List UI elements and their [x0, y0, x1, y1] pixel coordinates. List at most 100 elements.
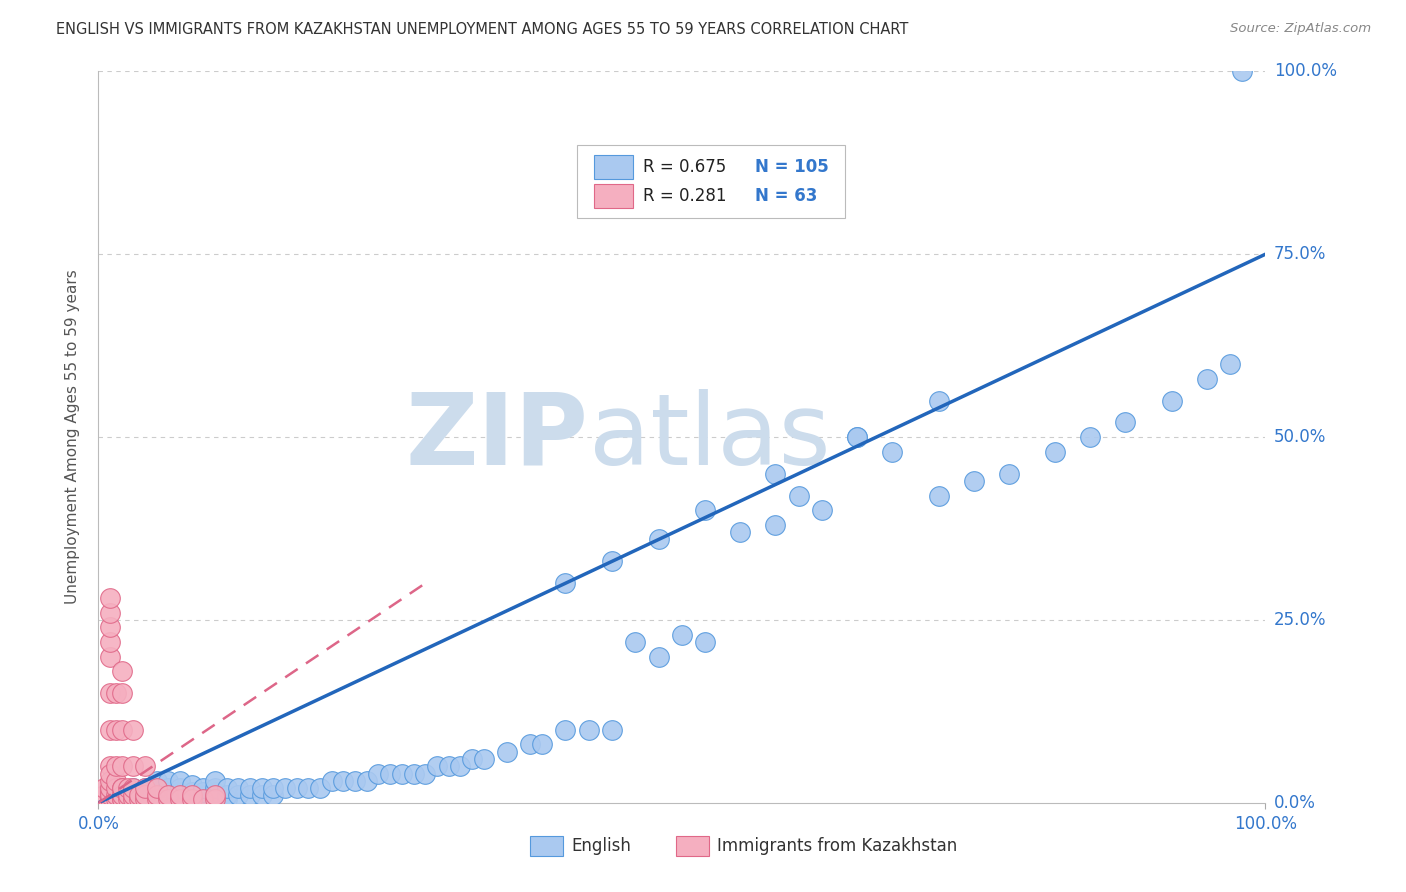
Point — [146, 781, 169, 796]
Point — [274, 781, 297, 796]
Point — [204, 792, 226, 806]
Point — [1195, 371, 1218, 385]
Point — [193, 781, 215, 796]
Point — [157, 789, 180, 803]
Point — [98, 773, 121, 788]
Point — [578, 723, 600, 737]
Point — [122, 781, 145, 796]
Text: 100.0%: 100.0% — [1274, 62, 1337, 80]
Point — [117, 792, 139, 806]
Point — [239, 789, 262, 803]
Point — [111, 723, 134, 737]
Point — [122, 723, 145, 737]
Text: Immigrants from Kazakhstan: Immigrants from Kazakhstan — [717, 837, 957, 855]
Point — [169, 792, 191, 806]
Point — [228, 789, 250, 803]
Point — [215, 789, 238, 803]
Point — [117, 781, 139, 796]
Point — [962, 474, 984, 488]
Point — [146, 789, 169, 803]
Point — [157, 789, 180, 803]
Point — [146, 792, 169, 806]
Point — [98, 789, 121, 803]
Point — [134, 781, 156, 796]
Point — [671, 627, 693, 641]
Point — [519, 737, 541, 751]
Point — [461, 752, 484, 766]
Point — [104, 792, 127, 806]
Point — [380, 766, 402, 780]
Point — [98, 789, 121, 803]
Point — [695, 503, 717, 517]
Point — [554, 723, 576, 737]
Point — [180, 792, 202, 806]
Point — [98, 649, 121, 664]
Point — [204, 773, 226, 788]
Point — [332, 773, 354, 788]
Point — [554, 576, 576, 591]
FancyBboxPatch shape — [676, 836, 709, 856]
Point — [93, 781, 115, 796]
Point — [647, 649, 669, 664]
Point — [146, 792, 169, 806]
Point — [228, 781, 250, 796]
Text: R = 0.281: R = 0.281 — [644, 187, 727, 205]
Point — [180, 785, 202, 799]
Point — [695, 635, 717, 649]
Point — [180, 789, 202, 803]
Point — [128, 789, 150, 803]
Point — [204, 792, 226, 806]
Text: N = 105: N = 105 — [755, 158, 830, 177]
Point — [122, 789, 145, 803]
Point — [98, 781, 121, 796]
Point — [98, 792, 121, 806]
Point — [356, 773, 378, 788]
Point — [472, 752, 495, 766]
Point — [928, 393, 950, 408]
Point — [122, 781, 145, 796]
Point — [128, 792, 150, 806]
Point — [111, 686, 134, 700]
Point — [134, 789, 156, 803]
Point — [391, 766, 413, 780]
Point — [98, 792, 121, 806]
Point — [98, 606, 121, 620]
Point — [98, 620, 121, 634]
Point — [104, 781, 127, 796]
Point — [846, 430, 869, 444]
Text: ENGLISH VS IMMIGRANTS FROM KAZAKHSTAN UNEMPLOYMENT AMONG AGES 55 TO 59 YEARS COR: ENGLISH VS IMMIGRANTS FROM KAZAKHSTAN UN… — [56, 22, 908, 37]
Point — [98, 785, 121, 799]
Point — [93, 789, 115, 803]
Point — [647, 533, 669, 547]
Point — [997, 467, 1019, 481]
Point — [250, 789, 273, 803]
Point — [111, 781, 134, 796]
Point — [763, 517, 786, 532]
Point — [600, 723, 623, 737]
Point — [146, 785, 169, 799]
Point — [104, 686, 127, 700]
Point — [98, 785, 121, 799]
Text: 50.0%: 50.0% — [1274, 428, 1326, 446]
Point — [367, 766, 389, 780]
Point — [811, 503, 834, 517]
Text: atlas: atlas — [589, 389, 830, 485]
Point — [98, 635, 121, 649]
Point — [111, 781, 134, 796]
Text: R = 0.675: R = 0.675 — [644, 158, 727, 177]
Point — [104, 759, 127, 773]
Point — [98, 723, 121, 737]
Point — [98, 759, 121, 773]
Text: English: English — [571, 837, 631, 855]
Point — [111, 781, 134, 796]
Text: Source: ZipAtlas.com: Source: ZipAtlas.com — [1230, 22, 1371, 36]
FancyBboxPatch shape — [595, 184, 633, 208]
Point — [193, 792, 215, 806]
Point — [1161, 393, 1184, 408]
Point — [111, 792, 134, 806]
Point — [204, 789, 226, 803]
Point — [111, 789, 134, 803]
Point — [413, 766, 436, 780]
Text: 25.0%: 25.0% — [1274, 611, 1326, 629]
Point — [624, 635, 647, 649]
